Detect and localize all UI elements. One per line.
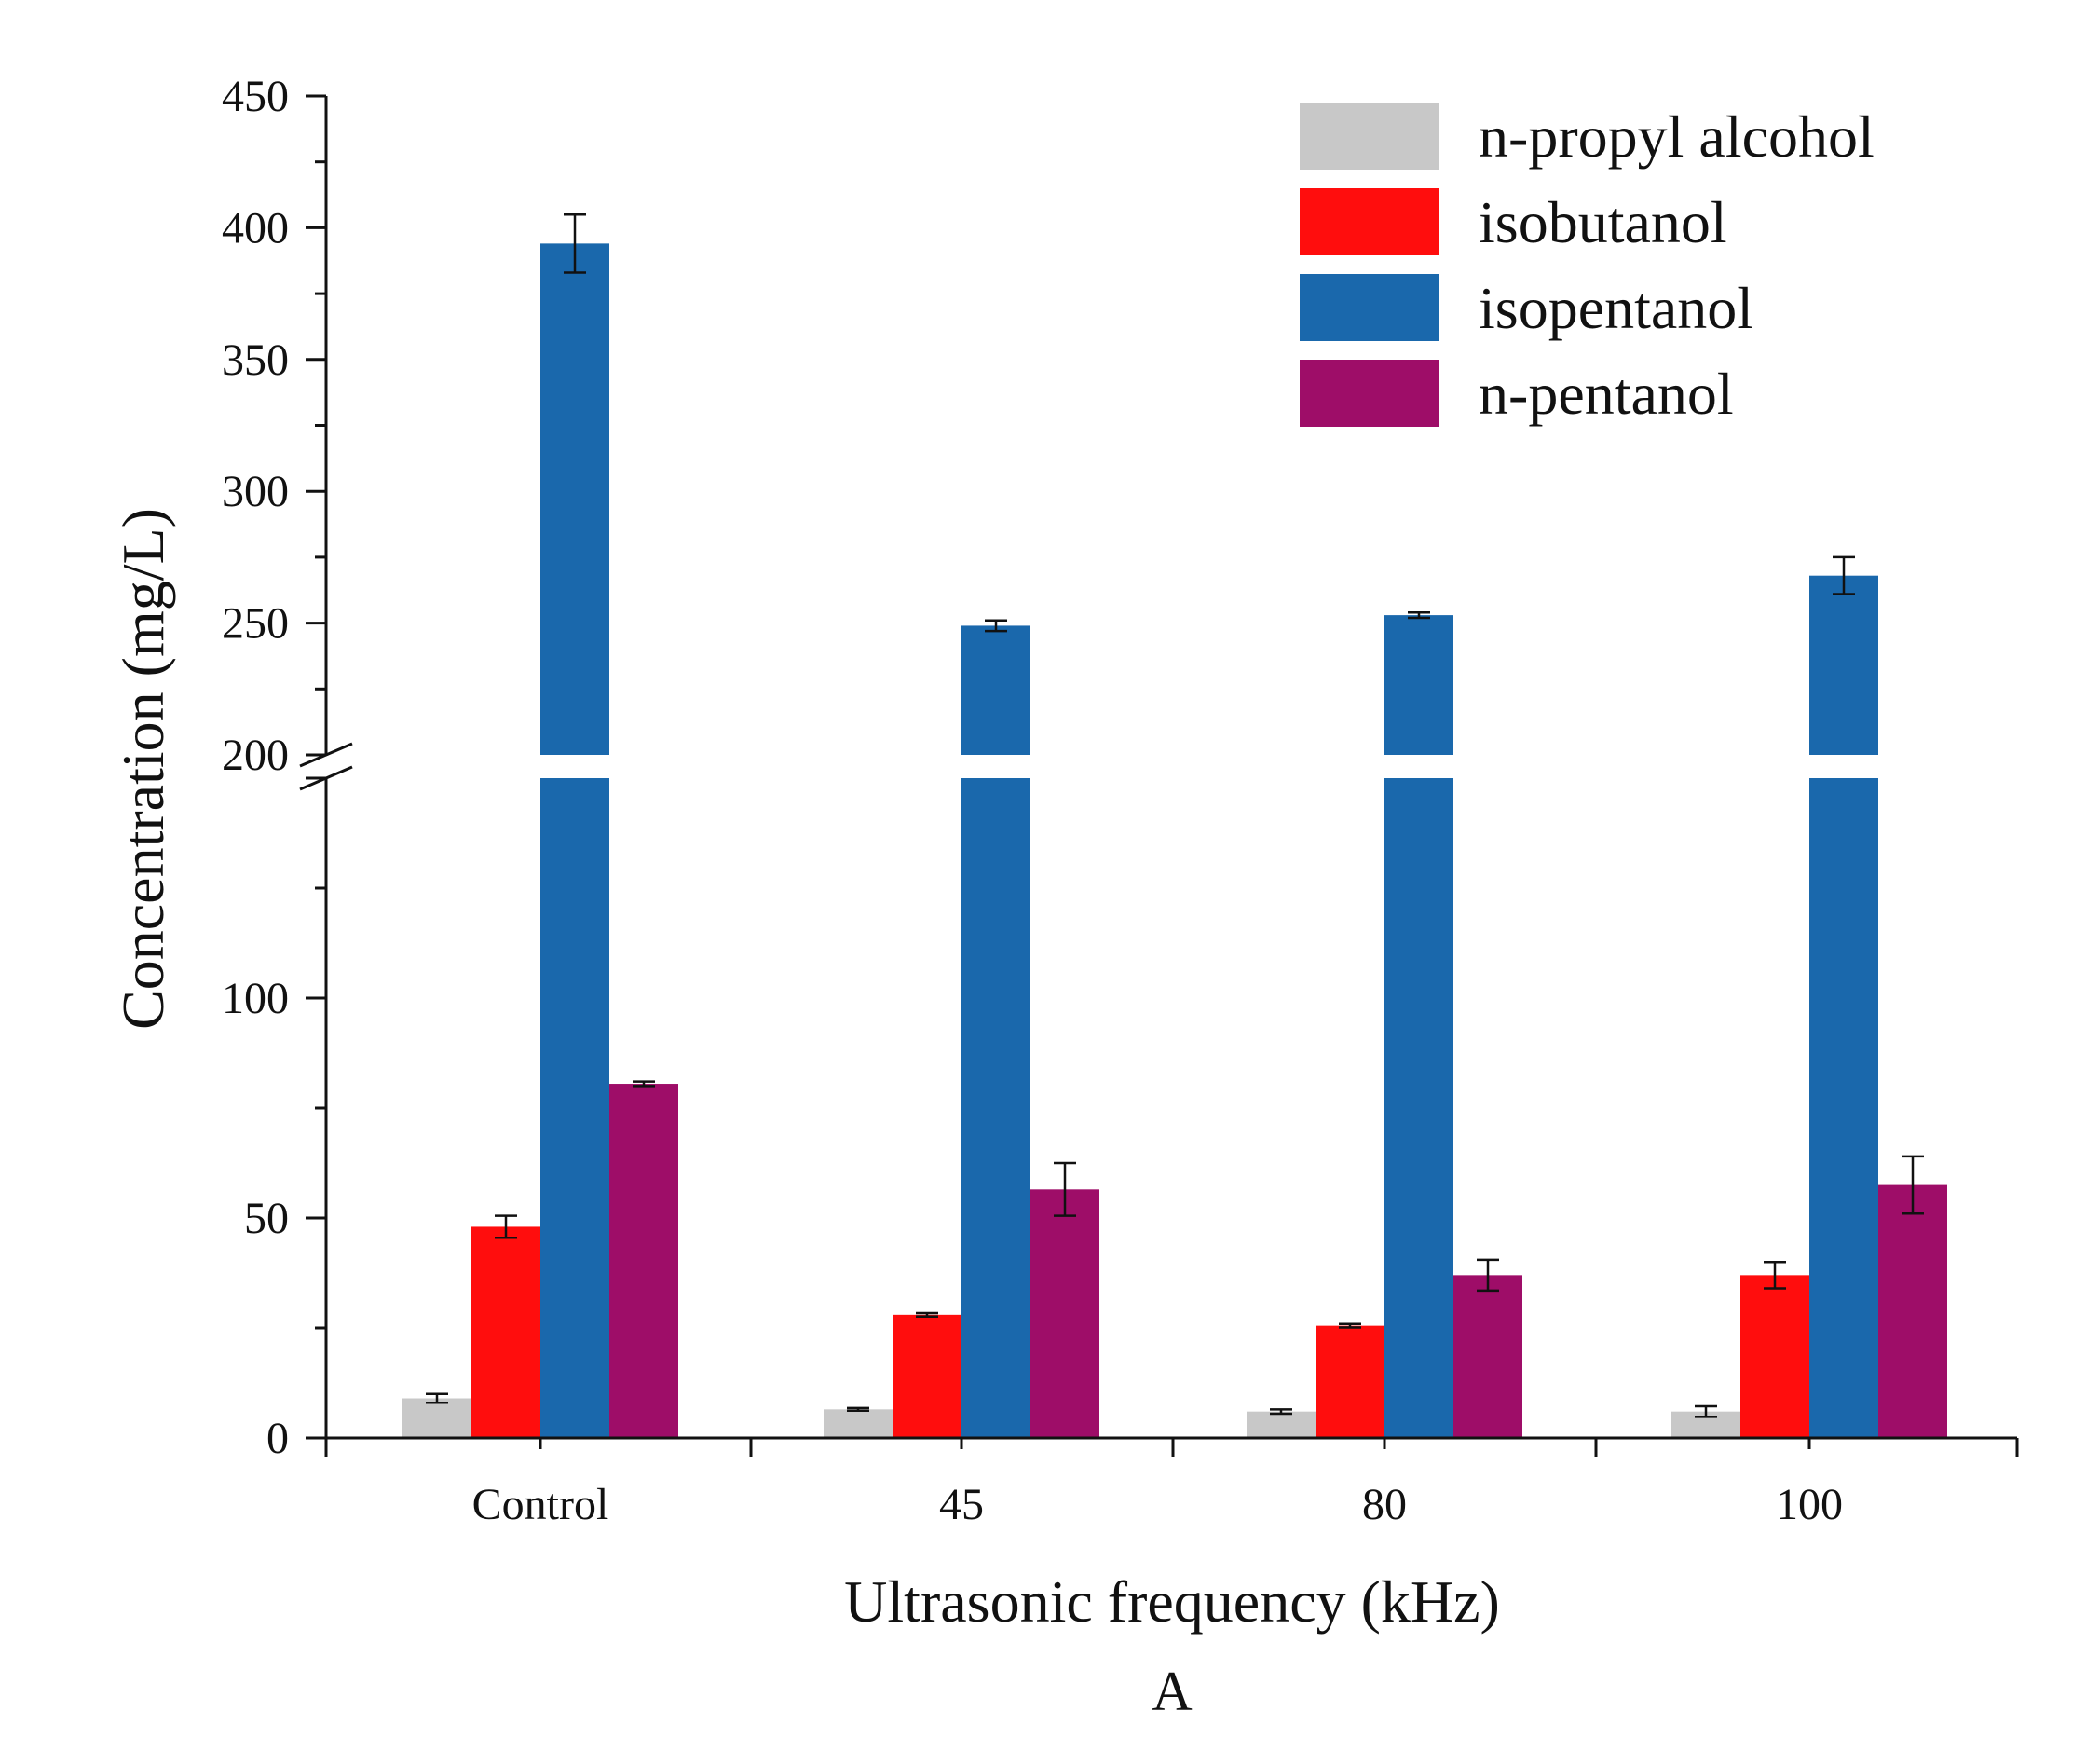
legend-item: n-pentanol: [1300, 360, 1734, 427]
error-bar-isobutanol-2: [1339, 1322, 1361, 1329]
x-tick-label: Control: [472, 1480, 609, 1529]
error-bar-n-propyl-alcohol-2: [1270, 1408, 1292, 1416]
bar-isopentanol-0-upper: [540, 243, 609, 755]
bar-isobutanol-0: [471, 1226, 540, 1438]
y-tick-label: 450: [222, 72, 289, 121]
error-bar-n-pentanol-3: [1902, 1155, 1924, 1215]
error-bar-n-pentanol-1: [1054, 1161, 1076, 1217]
legend-label: n-propyl alcohol: [1479, 103, 1875, 170]
error-bar-n-pentanol-0: [633, 1080, 655, 1088]
error-bar-isobutanol-0: [495, 1214, 517, 1239]
error-bar-isopentanol-1: [985, 619, 1007, 633]
error-bar-isopentanol-3: [1833, 555, 1855, 595]
bar-n-propyl-alcohol-2: [1247, 1411, 1316, 1438]
x-axis-title: Ultrasonic frequency (kHz): [844, 1568, 1500, 1635]
legend-item: n-propyl alcohol: [1300, 103, 1875, 170]
y-axis-title: Concentration (mg/L): [110, 508, 176, 1030]
error-bar-n-propyl-alcohol-3: [1695, 1404, 1717, 1418]
bar-isopentanol-2-lower: [1384, 778, 1453, 1438]
bar-isopentanol-1-upper: [961, 625, 1030, 755]
error-bar-n-propyl-alcohol-1: [847, 1406, 869, 1412]
error-bar-n-pentanol-2: [1477, 1258, 1499, 1293]
y-tick-label: 50: [244, 1194, 289, 1243]
legend-item: isobutanol: [1300, 188, 1727, 255]
bar-isopentanol-1-lower: [961, 778, 1030, 1438]
tick-labels-layer: 0 50 100 200 250 300 350 400 450 Control 45 80 100: [222, 72, 1843, 1529]
legend-label: isopentanol: [1479, 275, 1753, 341]
y-tick-label: 350: [222, 335, 289, 385]
bar-n-pentanol-1: [1030, 1189, 1099, 1438]
y-tick-label: 100: [222, 974, 289, 1023]
legend-item: isopentanol: [1300, 274, 1753, 341]
bar-isobutanol-3: [1740, 1275, 1809, 1438]
error-bar-n-propyl-alcohol-0: [426, 1392, 448, 1404]
error-bar-isobutanol-3: [1764, 1260, 1786, 1290]
legend-swatch: [1300, 360, 1439, 427]
y-tick-label: 400: [222, 203, 289, 253]
bar-n-pentanol-3: [1878, 1184, 1947, 1438]
legend-label: n-pentanol: [1479, 361, 1734, 427]
error-bar-isopentanol-0: [564, 213, 586, 274]
x-tick-label: 80: [1362, 1480, 1407, 1529]
error-bar-isopentanol-2: [1408, 611, 1430, 620]
error-bar-isobutanol-1: [916, 1311, 938, 1318]
bar-isobutanol-1: [893, 1314, 961, 1438]
bar-isobutanol-2: [1316, 1325, 1384, 1438]
bar-n-pentanol-0: [609, 1084, 678, 1438]
legend-swatch: [1300, 274, 1439, 341]
axis-break-gap: [328, 755, 2019, 778]
bar-isopentanol-3-lower: [1809, 778, 1878, 1438]
legend-label: isobutanol: [1479, 189, 1727, 255]
bars-layer: [328, 243, 2019, 1438]
bar-isopentanol-2-upper: [1384, 615, 1453, 755]
bar-n-propyl-alcohol-1: [824, 1409, 893, 1438]
legend-swatch: [1300, 188, 1439, 255]
y-tick-label: 0: [266, 1414, 289, 1463]
y-tick-label: 300: [222, 467, 289, 516]
x-tick-label: 100: [1776, 1480, 1843, 1529]
bar-isopentanol-0-lower: [540, 778, 609, 1438]
axes-layer: [299, 94, 2019, 1457]
y-tick-label: 250: [222, 599, 289, 649]
y-tick-label: 200: [222, 731, 289, 780]
x-tick-label: 45: [939, 1480, 984, 1529]
bar-n-pentanol-2: [1453, 1275, 1522, 1438]
legend: n-propyl alcohol isobutanol isopentanol n-p…: [1300, 103, 1875, 427]
bar-n-propyl-alcohol-0: [402, 1398, 471, 1438]
bar-isopentanol-3-upper: [1809, 575, 1878, 755]
legend-swatch: [1300, 103, 1439, 170]
panel-label: A: [1152, 1661, 1192, 1722]
error-bars-layer: [426, 213, 1924, 1418]
